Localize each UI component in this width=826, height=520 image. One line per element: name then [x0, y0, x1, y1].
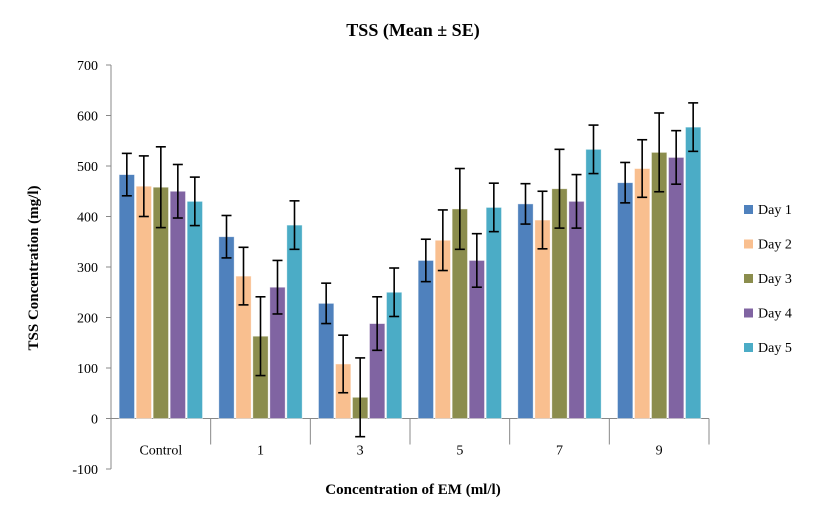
- y-tick-label: 400: [77, 211, 98, 226]
- y-tick-label: 0: [91, 413, 98, 428]
- legend-label: Day 5: [758, 341, 792, 356]
- y-tick-label: 700: [77, 59, 98, 74]
- y-tick-label: 300: [77, 261, 98, 276]
- bar: [634, 168, 651, 419]
- legend-label: Day 3: [758, 272, 792, 287]
- legend-swatch: [744, 343, 753, 352]
- bar: [218, 236, 235, 419]
- legend: Day 1 Day 2 Day 3 Day 4 Day 5: [744, 203, 792, 356]
- bar: [118, 174, 135, 419]
- x-tick-label: 9: [656, 444, 663, 459]
- y-axis-title: TSS Concentration (mg/l): [26, 185, 42, 350]
- legend-label: Day 2: [758, 238, 792, 253]
- x-axis-title: Concentration of EM (ml/l): [325, 482, 500, 498]
- y-tick-label: 600: [77, 110, 98, 125]
- y-tick-label: 500: [77, 160, 98, 175]
- bar: [534, 219, 551, 419]
- y-tick-label: -100: [72, 463, 98, 478]
- y-tick-label: 100: [77, 362, 98, 377]
- x-tick-label: 3: [357, 444, 364, 459]
- bar: [668, 157, 685, 419]
- bar: [585, 148, 602, 419]
- bar: [417, 260, 434, 419]
- bar: [517, 203, 534, 419]
- bar: [568, 200, 585, 419]
- y-tick-label: 200: [77, 312, 98, 327]
- legend-swatch: [744, 308, 753, 318]
- bar: [135, 185, 152, 419]
- plot-area: -100 0 100 200 300 400 500 600 700 Control 1 3 5 7 9: [72, 59, 710, 478]
- legend-label: Day 1: [758, 203, 792, 218]
- bar: [617, 182, 634, 419]
- bar: [485, 207, 502, 419]
- legend-swatch: [744, 239, 753, 249]
- x-tick-label: 7: [556, 444, 563, 459]
- legend-label: Day 4: [758, 307, 792, 322]
- x-tick-label: 5: [456, 444, 463, 459]
- chart-title: TSS (Mean ± SE): [346, 20, 479, 41]
- bar: [286, 224, 303, 419]
- x-tick-label: 1: [257, 444, 264, 459]
- bar: [169, 190, 186, 419]
- legend-swatch: [744, 274, 753, 283]
- bar: [685, 126, 702, 419]
- x-tick-label: Control: [139, 444, 182, 459]
- bar: [186, 200, 203, 419]
- legend-swatch: [744, 205, 753, 214]
